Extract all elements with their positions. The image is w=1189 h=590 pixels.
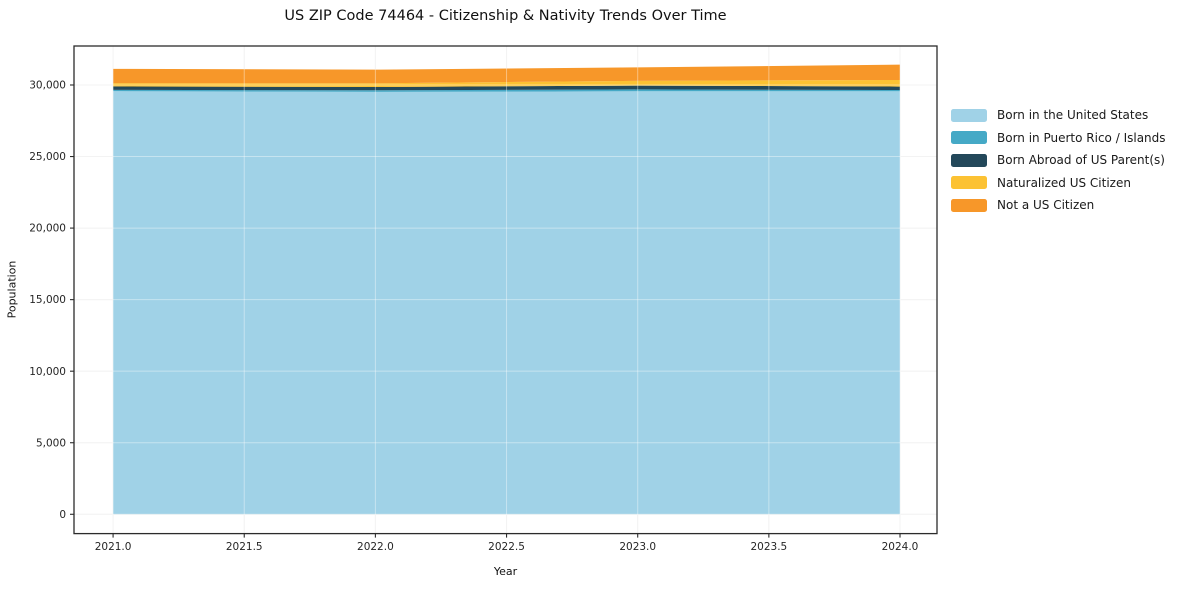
area-series-born-abroad-of-us-parent-s xyxy=(113,85,901,91)
gridlines-over xyxy=(74,46,937,534)
x-tick-label: 2022.0 xyxy=(357,541,394,553)
x-tick-label: 2023.5 xyxy=(750,541,787,553)
legend-item-born-abroad-of-us-parent-s: Born Abroad of US Parent(s) xyxy=(951,149,1166,172)
y-axis-label: Population xyxy=(5,260,19,319)
legend-item-not-a-us-citizen: Not a US Citizen xyxy=(951,194,1166,217)
y-tick-label: 20,000 xyxy=(29,223,66,235)
area-series-naturalized-us-citizen xyxy=(113,79,901,87)
y-tick-label: 10,000 xyxy=(29,366,66,378)
legend-swatch-icon xyxy=(951,153,987,167)
legend-item-born-in-the-united-states: Born in the United States xyxy=(951,104,1166,127)
legend: Born in the United States Born in Puerto … xyxy=(951,104,1166,217)
y-tick-label: 25,000 xyxy=(29,151,66,163)
legend-label: Born in Puerto Rico / Islands xyxy=(997,130,1166,145)
legend-swatch-icon xyxy=(951,176,987,190)
y-tick-label: 0 xyxy=(59,509,66,521)
y-tick-label: 30,000 xyxy=(29,80,66,92)
x-tick-label: 2022.5 xyxy=(488,541,525,553)
axis-ticks xyxy=(70,84,901,538)
legend-swatch-icon xyxy=(951,108,987,122)
legend-item-born-in-puerto-rico-islands: Born in Puerto Rico / Islands xyxy=(951,127,1166,150)
chart-title: US ZIP Code 74464 - Citizenship & Nativi… xyxy=(284,8,727,24)
x-tick-label: 2021.5 xyxy=(226,541,263,553)
x-axis-label: Year xyxy=(493,565,518,578)
y-tick-label: 15,000 xyxy=(29,294,66,306)
x-tick-label: 2023.0 xyxy=(619,541,656,553)
x-tick-label: 2021.0 xyxy=(95,541,132,553)
legend-swatch-icon xyxy=(951,131,987,145)
legend-label: Born Abroad of US Parent(s) xyxy=(997,153,1165,168)
legend-swatch-icon xyxy=(951,198,987,212)
legend-label: Not a US Citizen xyxy=(997,198,1095,213)
y-tick-label: 5,000 xyxy=(36,437,66,449)
legend-label: Born in the United States xyxy=(997,108,1149,123)
x-tick-label: 2024.0 xyxy=(882,541,919,553)
area-series-not-a-us-citizen xyxy=(113,64,901,84)
legend-label: Naturalized US Citizen xyxy=(997,175,1131,190)
area-series-born-in-puerto-rico-islands xyxy=(113,89,901,92)
area-series-born-in-the-united-states xyxy=(113,91,901,515)
axis-tick-labels: 2021.0 2021.5 2022.0 2022.5 2023.0 2023.5 2024… xyxy=(29,80,918,554)
axes-spines xyxy=(73,45,938,535)
stacked-areas xyxy=(113,64,901,515)
legend-item-naturalized-us-citizen: Naturalized US Citizen xyxy=(951,172,1166,195)
